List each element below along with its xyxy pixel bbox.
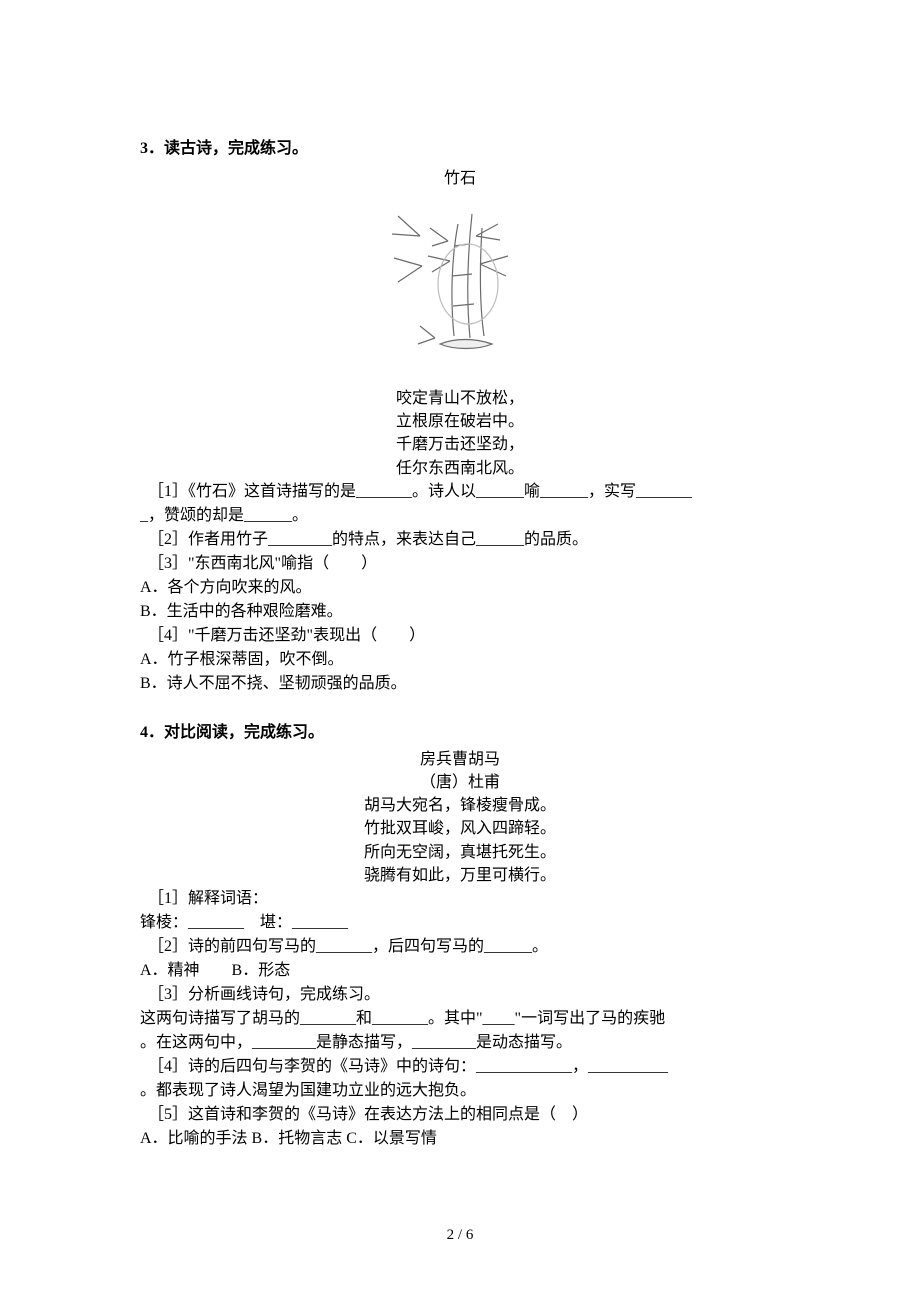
q3-poem-line: 任尔东西南北风。	[140, 457, 780, 480]
q4-line: 这两句诗描写了胡马的_______和_______。其中"____"一词写出了马…	[140, 1007, 780, 1031]
q3-line: A．竹子根深蒂固，吹不倒。	[140, 648, 780, 672]
q4-poem-title: 房兵曹胡马	[140, 748, 780, 771]
q4-line: A．精神 B．形态	[140, 959, 780, 983]
q3-line: B．诗人不屈不挠、坚韧顽强的品质。	[140, 672, 780, 696]
page-number: 2 / 6	[0, 1227, 920, 1244]
q3-poem-line: 千磨万击还坚劲，	[140, 433, 780, 456]
q4-poem-line: 竹批双耳峻，风入四蹄轻。	[140, 817, 780, 840]
q4-line: ［3］分析画线诗句，完成练习。	[140, 983, 780, 1007]
q4-poem-line: 骁腾有如此，万里可横行。	[140, 864, 780, 887]
q3-line: B．生活中的各种艰险磨难。	[140, 600, 780, 624]
q4-heading: 4．对比阅读，完成练习。	[140, 718, 780, 742]
q3-line: ［4］"千磨万击还坚劲"表现出（ ）	[140, 624, 780, 648]
q4-line: ［5］这首诗和李贺的《马诗》在表达方法上的相同点是（ ）	[140, 1103, 780, 1127]
q3-heading: 3．读古诗，完成练习。	[140, 134, 780, 158]
q3-poem-line: 咬定青山不放松，	[140, 387, 780, 410]
q3-line: ［1］《竹石》这首诗描写的是_______。诗人以______喻______，实…	[140, 480, 780, 504]
q4-line: 。都表现了诗人渴望为国建功立业的远大抱负。	[140, 1079, 780, 1103]
q4-line: 。在这两句中，________是静态描写，________是动态描写。	[140, 1031, 780, 1055]
q3-poem-title: 竹石	[140, 164, 780, 188]
q3-line: _，赞颂的却是______。	[140, 504, 780, 528]
q4-line: ［1］解释词语：	[140, 887, 780, 911]
q3-poem-line: 立根原在破岩中。	[140, 410, 780, 433]
q3-line: ［2］作者用竹子________的特点，来表达自己______的品质。	[140, 528, 780, 552]
q4-line: 锋棱：_______ 堪：_______	[140, 911, 780, 935]
q3-line: A．各个方向吹来的风。	[140, 576, 780, 600]
q4-poem-author: （唐）杜甫	[140, 771, 780, 794]
q4-poem-line: 胡马大宛名，锋棱瘦骨成。	[140, 794, 780, 817]
q4-poem-line: 所向无空阔，真堪托死生。	[140, 841, 780, 864]
q4-line: ［2］诗的前四句写马的_______，后四句写马的______。	[140, 935, 780, 959]
bamboo-icon	[380, 206, 540, 356]
bamboo-illustration	[140, 206, 780, 361]
q3-line: ［3］"东西南北风"喻指（ ）	[140, 552, 780, 576]
page: 3．读古诗，完成练习。 竹石 咬定青山不放松， 立根原在破岩中。 千磨万击还坚劲…	[0, 0, 920, 1302]
q4-line: ［4］诗的后四句与李贺的《马诗》中的诗句：____________，______…	[140, 1055, 780, 1079]
q4-line: A．比喻的手法 B．托物言志 C．以景写情	[140, 1127, 780, 1151]
